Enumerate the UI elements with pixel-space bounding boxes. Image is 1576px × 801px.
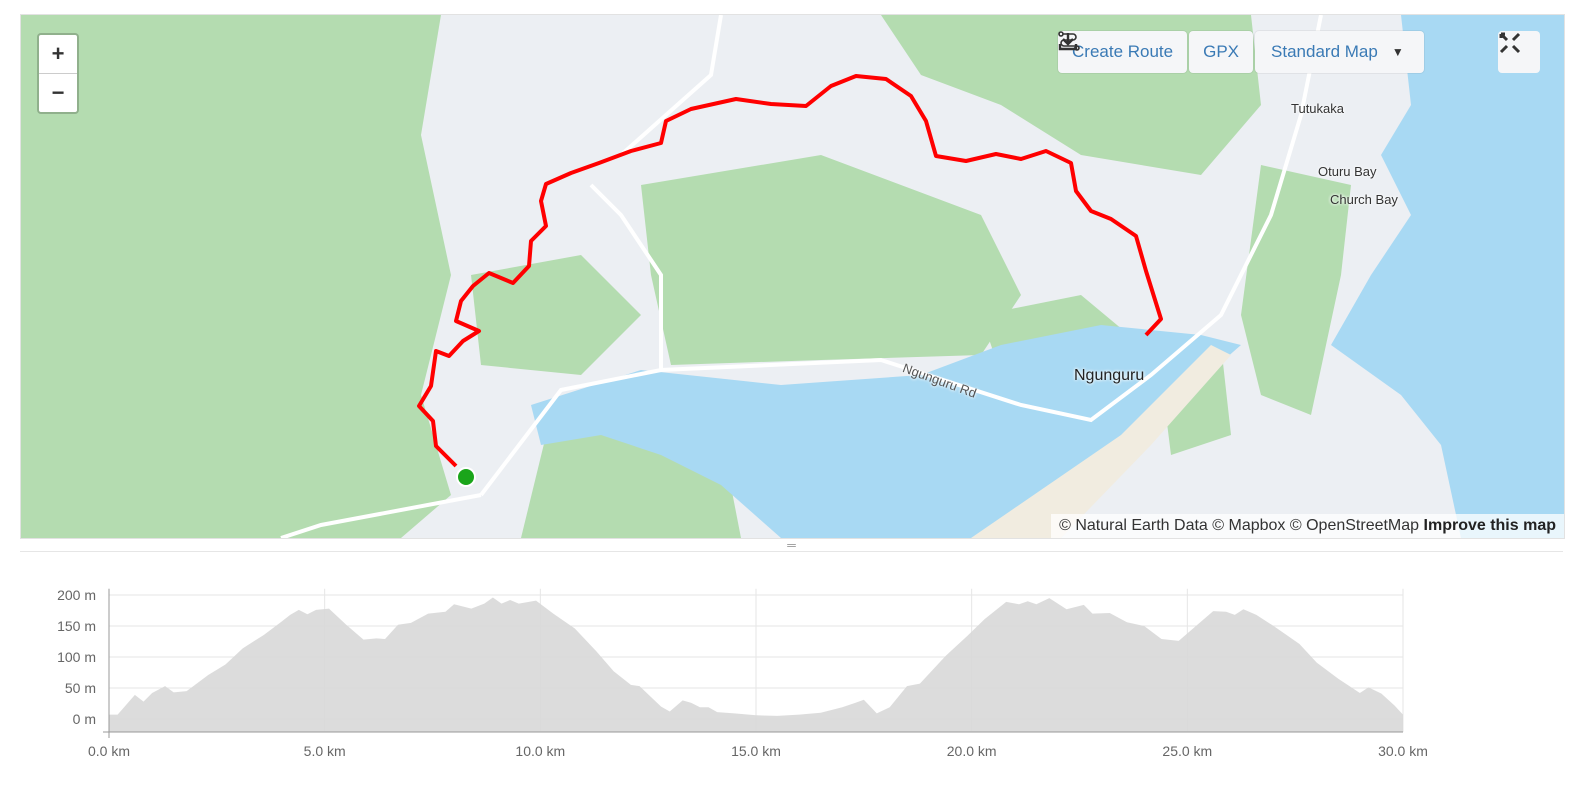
roads [280,15,1323,538]
start-marker [456,467,476,487]
zoom-out-button[interactable]: − [51,80,65,105]
map-style-label: Standard Map [1271,42,1378,61]
x-tick-label: 20.0 km [947,743,997,759]
x-tick-label: 30.0 km [1378,743,1428,759]
create-route-button[interactable]: Create Route [1058,31,1188,73]
y-tick-label: 100 m [57,649,96,665]
label-oturu-bay: Oturu Bay [1318,164,1377,179]
elevation-area [109,597,1403,732]
x-tick-label: 15.0 km [731,743,781,759]
drag-handle-icon: ═ [787,537,796,552]
y-tick-label: 0 m [73,711,96,727]
attribution-text: © Natural Earth Data © Mapbox © OpenStre… [1059,517,1420,534]
sandspit [971,345,1231,538]
gpx-label: GPX [1203,42,1240,61]
x-tick-label: 25.0 km [1162,743,1212,759]
download-icon [1058,33,1078,51]
zoom-in-button[interactable]: + [39,35,77,74]
map-attribution: © Natural Earth Data © Mapbox © OpenStre… [1051,514,1564,538]
create-route-label: Create Route [1072,42,1174,61]
fullscreen-icon [1499,32,1521,54]
improve-map-link[interactable]: Improve this map [1423,517,1556,534]
zoom-control: + − [37,33,79,114]
map-style-dropdown[interactable]: Standard Map ▼ [1255,31,1424,73]
resize-handle[interactable]: ═ [20,538,1563,552]
y-tick-label: 150 m [57,618,96,634]
elevation-chart[interactable]: 0 m 50 m 100 m 150 m 200 m 0.0 km 5.0 km 10.0 k… [0,560,1576,801]
map-tiles[interactable] [21,15,1564,538]
label-church-bay: Church Bay [1330,192,1398,207]
route-line [417,74,1163,468]
x-tick-label: 5.0 km [304,743,346,759]
fullscreen-button[interactable] [1498,31,1540,73]
gpx-download-button[interactable]: GPX [1058,31,1254,73]
caret-down-icon: ▼ [1391,45,1404,59]
label-tutukaka: Tutukaka [1291,101,1344,116]
label-ngunguru: Ngunguru [1074,367,1145,384]
map[interactable]: Tutukaka Oturu Bay Church Bay Ngunguru N… [20,14,1565,539]
y-tick-label: 200 m [57,587,96,603]
map-toolbar: Create Route GPX Standard Map ▼ [1058,31,1424,73]
x-tick-label: 10.0 km [515,743,565,759]
y-tick-label: 50 m [65,680,96,696]
x-tick-label: 0.0 km [88,743,130,759]
